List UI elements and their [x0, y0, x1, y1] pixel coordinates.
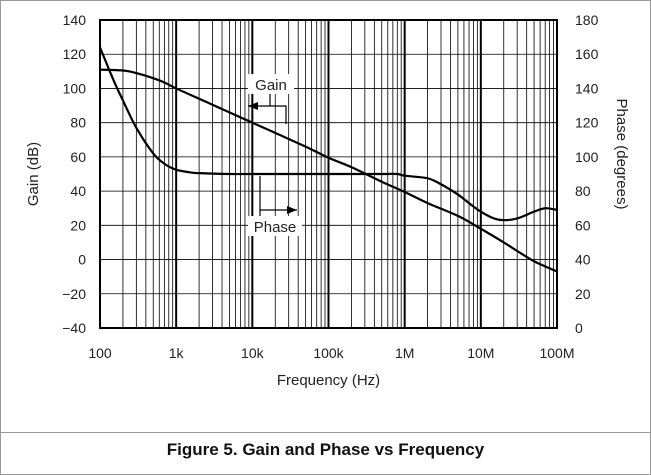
y-left-tick-label: 120	[63, 46, 87, 62]
y-right-tick-label: 180	[575, 12, 599, 28]
phase-arrow-icon	[287, 206, 297, 214]
y-right-tick-label: 0	[575, 320, 583, 336]
x-tick-label: 10k	[241, 345, 265, 361]
phase-series-line	[98, 46, 558, 222]
y-left-tick-label: 140	[63, 12, 87, 28]
phase-label-box	[248, 216, 302, 236]
x-tick-label: 1k	[169, 345, 185, 361]
y-right-tick-label: 100	[575, 149, 599, 165]
y-right-tick-label: 160	[575, 46, 599, 62]
figure-caption: Figure 5. Gain and Phase vs Frequency	[166, 440, 485, 459]
series-layer	[98, 46, 558, 273]
y-right-tick-label: 120	[575, 115, 599, 131]
gain-annotation-label: Gain	[255, 77, 287, 94]
x-axis-title: Frequency (Hz)	[277, 372, 380, 389]
y-left-tick-label: 40	[70, 183, 86, 199]
gain-leader-line	[248, 94, 287, 124]
y-left-tick-label: 0	[78, 252, 86, 268]
annotation-layer: Gain Phase	[248, 74, 302, 236]
phase-leader-line	[259, 176, 297, 216]
y-right-tick-label: 60	[575, 217, 591, 233]
y-right-axis-title: Phase (degrees)	[613, 99, 630, 210]
x-tick-label: 1M	[395, 345, 414, 361]
y-left-tick-label: 20	[70, 217, 86, 233]
x-tick-label: 100k	[313, 345, 344, 361]
x-tick-label: 10M	[467, 345, 494, 361]
x-tick-label: 100	[88, 345, 112, 361]
y-left-axis-title: Gain (dB)	[25, 142, 42, 206]
gain-arrow-icon	[248, 102, 258, 110]
gain-series-line	[99, 68, 558, 273]
y-left-tick-label: 60	[70, 149, 86, 165]
y-right-tick-label: 20	[575, 286, 591, 302]
y-left-tick-label: 80	[70, 115, 86, 131]
phase-annotation-label: Phase	[254, 219, 297, 236]
y-right-tick-label: 140	[575, 80, 599, 96]
x-tick-label: 100M	[539, 345, 574, 361]
plot-border	[99, 19, 558, 329]
y-right-tick-label: 80	[575, 183, 591, 199]
y-right-tick-label: 40	[575, 252, 591, 268]
gain-label-box	[248, 74, 294, 94]
y-left-tick-label: −20	[62, 286, 86, 302]
y-left-tick-label: −40	[62, 320, 86, 336]
tick-labels: 100 1k 10k 100k 1M 10M 100M 140 120 100 80 60 40 20 0 −…	[62, 12, 598, 361]
y-left-tick-label: 100	[63, 80, 87, 96]
